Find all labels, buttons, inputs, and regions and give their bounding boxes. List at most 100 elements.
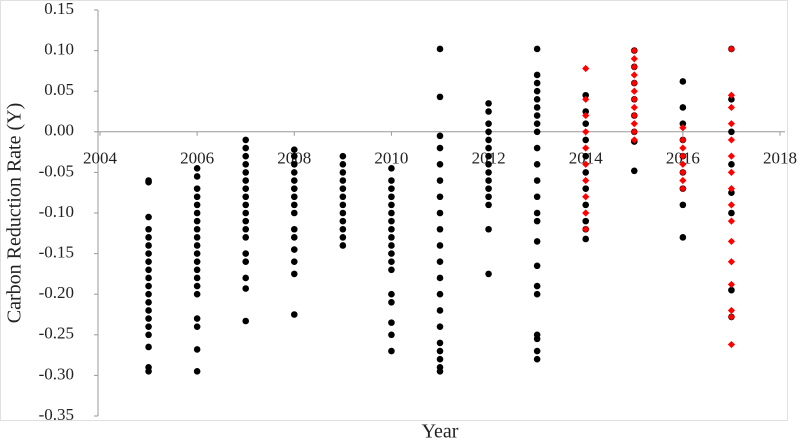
point bbox=[193, 368, 201, 375]
point bbox=[193, 185, 201, 192]
point bbox=[436, 347, 444, 355]
point bbox=[630, 47, 638, 55]
point bbox=[679, 136, 687, 144]
point bbox=[582, 193, 590, 201]
point bbox=[339, 225, 347, 233]
point bbox=[728, 160, 735, 168]
x-axis-title: Year bbox=[422, 421, 459, 443]
point bbox=[485, 128, 492, 136]
point bbox=[727, 185, 736, 193]
point bbox=[145, 225, 152, 233]
point bbox=[727, 120, 736, 128]
x-tick-label: 2010 bbox=[374, 149, 408, 168]
point bbox=[290, 193, 298, 201]
point bbox=[242, 250, 250, 257]
point bbox=[485, 120, 492, 127]
point bbox=[145, 178, 152, 186]
point bbox=[727, 313, 736, 321]
point bbox=[339, 209, 347, 217]
point bbox=[436, 193, 444, 201]
point bbox=[727, 340, 736, 349]
point bbox=[290, 209, 298, 217]
point bbox=[728, 209, 735, 217]
point bbox=[727, 136, 736, 144]
point bbox=[193, 165, 201, 172]
point bbox=[679, 168, 687, 176]
point bbox=[145, 266, 152, 274]
point bbox=[728, 128, 735, 136]
point bbox=[193, 266, 201, 274]
point bbox=[388, 299, 395, 306]
point bbox=[485, 169, 492, 176]
point bbox=[388, 209, 395, 217]
point bbox=[242, 169, 250, 176]
point bbox=[630, 55, 638, 63]
point bbox=[145, 315, 152, 322]
point bbox=[436, 177, 444, 184]
point bbox=[339, 242, 347, 249]
point bbox=[193, 282, 201, 290]
point bbox=[533, 128, 541, 136]
y-tick-label: -0.15 bbox=[39, 243, 74, 262]
point bbox=[193, 209, 201, 217]
point bbox=[339, 185, 347, 192]
point bbox=[145, 242, 152, 249]
point bbox=[630, 167, 638, 175]
point bbox=[630, 103, 638, 112]
point bbox=[388, 234, 395, 241]
point bbox=[193, 346, 201, 353]
point bbox=[436, 144, 444, 152]
point bbox=[242, 136, 250, 144]
point bbox=[388, 177, 395, 184]
y-tick-label: 0.10 bbox=[44, 40, 74, 59]
point bbox=[582, 185, 590, 192]
point bbox=[630, 111, 638, 120]
point bbox=[485, 108, 492, 115]
point bbox=[339, 152, 347, 160]
point bbox=[388, 217, 395, 225]
y-tick-label: -0.25 bbox=[39, 324, 74, 343]
y-tick-label: -0.20 bbox=[39, 283, 74, 302]
point bbox=[242, 285, 250, 292]
point bbox=[582, 136, 590, 144]
point bbox=[145, 258, 152, 266]
point bbox=[679, 152, 687, 160]
point bbox=[582, 64, 590, 73]
point bbox=[533, 209, 541, 217]
point bbox=[533, 282, 541, 290]
point bbox=[679, 176, 687, 185]
point bbox=[630, 95, 638, 103]
point bbox=[728, 286, 735, 294]
point bbox=[193, 173, 201, 180]
point bbox=[533, 177, 541, 184]
point bbox=[242, 152, 250, 160]
point bbox=[727, 280, 736, 289]
point bbox=[436, 339, 444, 347]
point bbox=[582, 152, 590, 160]
point bbox=[485, 185, 492, 192]
point bbox=[582, 95, 590, 103]
point bbox=[533, 347, 541, 355]
x-tick-label: 2004 bbox=[83, 149, 118, 168]
y-tick-label: 0.00 bbox=[44, 121, 74, 140]
point bbox=[630, 87, 638, 95]
y-tick-label: -0.10 bbox=[39, 202, 74, 221]
point bbox=[582, 111, 590, 120]
point bbox=[193, 234, 201, 241]
point bbox=[582, 217, 590, 225]
point bbox=[679, 120, 687, 127]
point bbox=[145, 331, 152, 339]
point bbox=[388, 250, 395, 257]
y-tick-label: -0.30 bbox=[39, 364, 74, 383]
point bbox=[485, 177, 492, 184]
point bbox=[290, 201, 298, 209]
point bbox=[582, 235, 590, 243]
y-tick-label: 0.15 bbox=[44, 0, 74, 18]
point bbox=[388, 201, 395, 209]
point bbox=[290, 185, 298, 192]
point bbox=[630, 79, 638, 87]
point bbox=[290, 225, 298, 233]
point bbox=[290, 152, 298, 160]
point bbox=[728, 96, 735, 103]
point bbox=[582, 108, 590, 115]
